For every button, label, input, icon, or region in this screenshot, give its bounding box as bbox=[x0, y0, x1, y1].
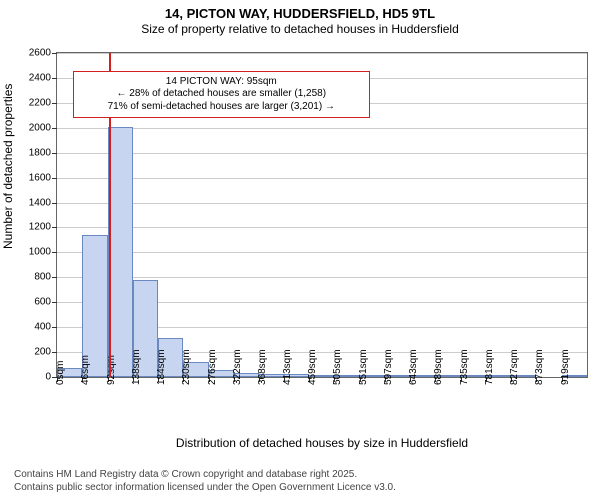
y-tick-label: 200 bbox=[34, 347, 57, 358]
x-tick-label: 827sqm bbox=[509, 349, 520, 385]
x-tick-label: 781sqm bbox=[484, 349, 495, 385]
y-gridline bbox=[57, 203, 587, 204]
y-tick-label: 1200 bbox=[29, 222, 57, 233]
y-tick-label: 2400 bbox=[29, 72, 57, 83]
title-line1: 14, PICTON WAY, HUDDERSFIELD, HD5 9TL bbox=[0, 6, 600, 22]
y-tick-label: 800 bbox=[34, 272, 57, 283]
y-tick-label: 2000 bbox=[29, 122, 57, 133]
x-tick-label: 413sqm bbox=[282, 349, 293, 385]
title-line2: Size of property relative to detached ho… bbox=[0, 22, 600, 37]
y-tick-label: 2200 bbox=[29, 97, 57, 108]
y-tick-label: 1800 bbox=[29, 147, 57, 158]
annotation-box: 14 PICTON WAY: 95sqm← 28% of detached ho… bbox=[73, 71, 370, 119]
x-tick-label: 643sqm bbox=[408, 349, 419, 385]
footer-line1: Contains HM Land Registry data © Crown c… bbox=[14, 468, 586, 481]
x-tick-label: 138sqm bbox=[131, 349, 142, 385]
x-tick-label: 322sqm bbox=[232, 349, 243, 385]
y-tick-label: 1400 bbox=[29, 197, 57, 208]
x-tick-label: 919sqm bbox=[560, 349, 571, 385]
annotation-line-text-1: 71% of semi-detached houses are larger (… bbox=[82, 101, 361, 114]
x-tick-label: 505sqm bbox=[332, 349, 343, 385]
y-tick-label: 600 bbox=[34, 297, 57, 308]
x-axis-title: Distribution of detached houses by size … bbox=[56, 436, 588, 450]
y-tick-label: 1600 bbox=[29, 172, 57, 183]
annotation-title: 14 PICTON WAY: 95sqm bbox=[82, 76, 361, 89]
y-tick-label: 2600 bbox=[29, 48, 57, 59]
y-axis-title: Number of detached properties bbox=[1, 84, 15, 249]
x-tick-label: 230sqm bbox=[181, 349, 192, 385]
x-tick-label: 46sqm bbox=[80, 355, 91, 385]
annotation-line-text-0: ← 28% of detached houses are smaller (1,… bbox=[82, 88, 361, 101]
y-gridline bbox=[57, 53, 587, 54]
y-gridline bbox=[57, 178, 587, 179]
x-tick-label: 459sqm bbox=[307, 349, 318, 385]
x-tick-label: 368sqm bbox=[257, 349, 268, 385]
y-tick-label: 400 bbox=[34, 322, 57, 333]
y-gridline bbox=[57, 252, 587, 253]
x-tick-label: 184sqm bbox=[156, 349, 167, 385]
chart-container: Number of detached properties 0200400600… bbox=[0, 44, 600, 454]
histogram-bar bbox=[108, 127, 133, 377]
x-tick-label: 873sqm bbox=[534, 349, 545, 385]
x-tick-label: 735sqm bbox=[459, 349, 470, 385]
footer-attribution: Contains HM Land Registry data © Crown c… bbox=[14, 468, 586, 494]
x-tick-label: 0sqm bbox=[55, 361, 66, 385]
y-gridline bbox=[57, 153, 587, 154]
y-gridline bbox=[57, 277, 587, 278]
x-tick-label: 597sqm bbox=[383, 349, 394, 385]
y-gridline bbox=[57, 128, 587, 129]
footer-line2: Contains public sector information licen… bbox=[14, 481, 586, 494]
y-gridline bbox=[57, 227, 587, 228]
chart-title-block: 14, PICTON WAY, HUDDERSFIELD, HD5 9TL Si… bbox=[0, 0, 600, 37]
x-tick-label: 689sqm bbox=[433, 349, 444, 385]
x-tick-label: 276sqm bbox=[207, 349, 218, 385]
y-tick-label: 1000 bbox=[29, 247, 57, 258]
plot-area: 0200400600800100012001400160018002000220… bbox=[56, 52, 588, 378]
x-tick-label: 551sqm bbox=[358, 349, 369, 385]
